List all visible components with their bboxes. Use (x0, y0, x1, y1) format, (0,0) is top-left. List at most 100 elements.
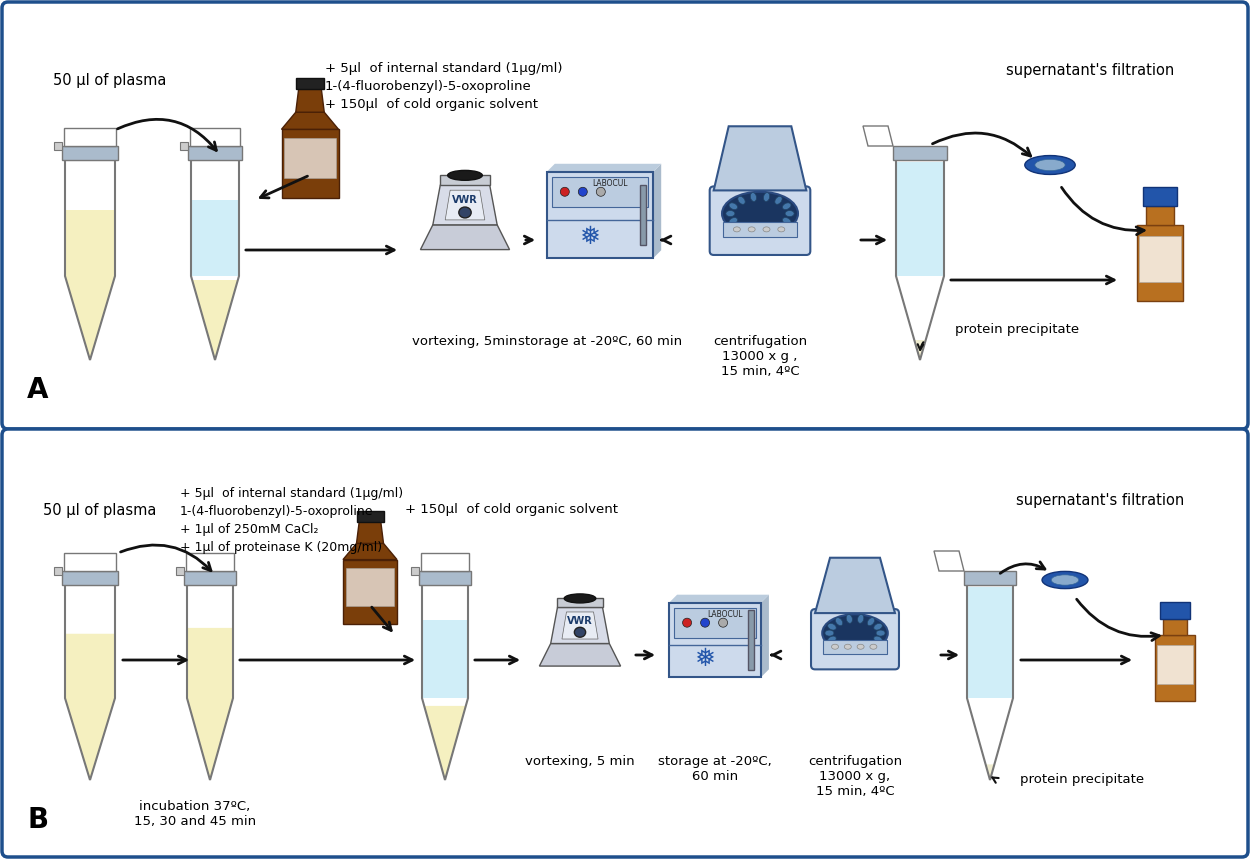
Ellipse shape (828, 637, 836, 643)
Text: supernatant's filtration: supernatant's filtration (1016, 492, 1184, 508)
Polygon shape (722, 222, 798, 237)
Ellipse shape (775, 222, 782, 231)
Polygon shape (284, 137, 336, 178)
Text: 50 μl of plasma: 50 μl of plasma (44, 503, 156, 517)
Polygon shape (180, 142, 188, 150)
Text: protein precipitate: protein precipitate (955, 324, 1079, 337)
Ellipse shape (1051, 575, 1079, 585)
Polygon shape (346, 568, 394, 606)
Ellipse shape (738, 222, 745, 231)
Ellipse shape (874, 637, 882, 643)
Ellipse shape (682, 618, 691, 627)
Ellipse shape (596, 187, 605, 196)
Ellipse shape (750, 226, 756, 235)
Polygon shape (188, 628, 232, 780)
Text: LABOCUL: LABOCUL (592, 180, 628, 188)
Polygon shape (914, 340, 926, 360)
Ellipse shape (870, 644, 877, 649)
Ellipse shape (846, 643, 853, 652)
Text: B: B (28, 806, 49, 834)
Polygon shape (1145, 206, 1175, 225)
Polygon shape (62, 146, 118, 160)
Polygon shape (546, 172, 654, 259)
Polygon shape (1142, 187, 1178, 206)
Ellipse shape (448, 170, 482, 180)
Ellipse shape (835, 618, 842, 625)
Polygon shape (62, 571, 118, 585)
Ellipse shape (560, 187, 569, 196)
Polygon shape (540, 643, 620, 666)
Text: + 5μl  of internal standard (1μg/ml)
1-(4-fluorobenzyl)-5-oxoproline
+ 1μl of 25: + 5μl of internal standard (1μg/ml) 1-(4… (180, 487, 402, 554)
Ellipse shape (782, 203, 791, 210)
Polygon shape (896, 162, 944, 276)
FancyBboxPatch shape (2, 2, 1248, 429)
Polygon shape (296, 89, 324, 113)
Polygon shape (822, 641, 887, 654)
Polygon shape (558, 599, 602, 607)
Polygon shape (281, 113, 339, 130)
Polygon shape (562, 612, 598, 639)
Text: VWR: VWR (568, 616, 592, 626)
Polygon shape (862, 126, 892, 146)
Text: + 150μl  of cold organic solvent: + 150μl of cold organic solvent (405, 503, 618, 516)
Text: 50 μl of plasma: 50 μl of plasma (54, 72, 166, 88)
Text: ❅: ❅ (580, 224, 600, 248)
Ellipse shape (764, 226, 770, 235)
Polygon shape (356, 511, 384, 521)
Ellipse shape (750, 192, 756, 202)
Polygon shape (1139, 236, 1181, 282)
Text: vortexing, 5 min: vortexing, 5 min (525, 755, 635, 768)
Polygon shape (65, 585, 115, 780)
Polygon shape (896, 160, 944, 360)
Polygon shape (551, 177, 649, 207)
Polygon shape (65, 634, 115, 780)
Ellipse shape (1035, 159, 1065, 171)
Ellipse shape (579, 187, 587, 196)
Ellipse shape (867, 618, 875, 625)
Ellipse shape (785, 210, 794, 216)
Text: LABOCUL: LABOCUL (707, 610, 742, 619)
Text: protein precipitate: protein precipitate (1020, 773, 1144, 787)
Polygon shape (1162, 618, 1187, 635)
Ellipse shape (729, 203, 738, 210)
Ellipse shape (831, 644, 839, 649)
Polygon shape (422, 585, 468, 780)
Polygon shape (422, 620, 468, 698)
Polygon shape (714, 126, 806, 191)
Polygon shape (424, 706, 466, 780)
Text: ❅: ❅ (695, 647, 715, 671)
Polygon shape (1160, 602, 1190, 618)
Ellipse shape (778, 227, 785, 232)
Text: incubation 37ºC,
15, 30 and 45 min: incubation 37ºC, 15, 30 and 45 min (134, 800, 256, 828)
Ellipse shape (844, 644, 851, 649)
Ellipse shape (719, 618, 728, 627)
Text: storage at -20ºC, 60 min: storage at -20ºC, 60 min (518, 335, 683, 348)
Ellipse shape (749, 227, 755, 232)
Text: VWR: VWR (452, 195, 478, 205)
Ellipse shape (828, 624, 836, 630)
Polygon shape (640, 185, 646, 245)
Polygon shape (761, 594, 769, 677)
Text: centrifugation
13000 x g,
15 min, 4ºC: centrifugation 13000 x g, 15 min, 4ºC (808, 755, 902, 798)
Text: A: A (28, 376, 49, 404)
Polygon shape (342, 544, 398, 559)
Polygon shape (296, 78, 324, 89)
Polygon shape (1158, 645, 1192, 685)
Polygon shape (64, 128, 116, 146)
Ellipse shape (835, 641, 842, 649)
Ellipse shape (858, 643, 864, 652)
Text: + 5μl  of internal standard (1μg/ml)
1-(4-fluorobenzyl)-5-oxoproline
+ 150μl  of: + 5μl of internal standard (1μg/ml) 1-(4… (325, 62, 562, 111)
Polygon shape (419, 571, 471, 585)
Ellipse shape (822, 614, 887, 652)
Ellipse shape (738, 197, 745, 204)
Ellipse shape (726, 210, 735, 216)
Polygon shape (188, 146, 242, 160)
Polygon shape (551, 607, 609, 643)
Polygon shape (186, 553, 234, 571)
Polygon shape (432, 186, 498, 225)
Polygon shape (748, 610, 754, 670)
Polygon shape (192, 280, 238, 360)
Ellipse shape (775, 197, 782, 204)
Polygon shape (191, 200, 239, 276)
Polygon shape (184, 571, 236, 585)
